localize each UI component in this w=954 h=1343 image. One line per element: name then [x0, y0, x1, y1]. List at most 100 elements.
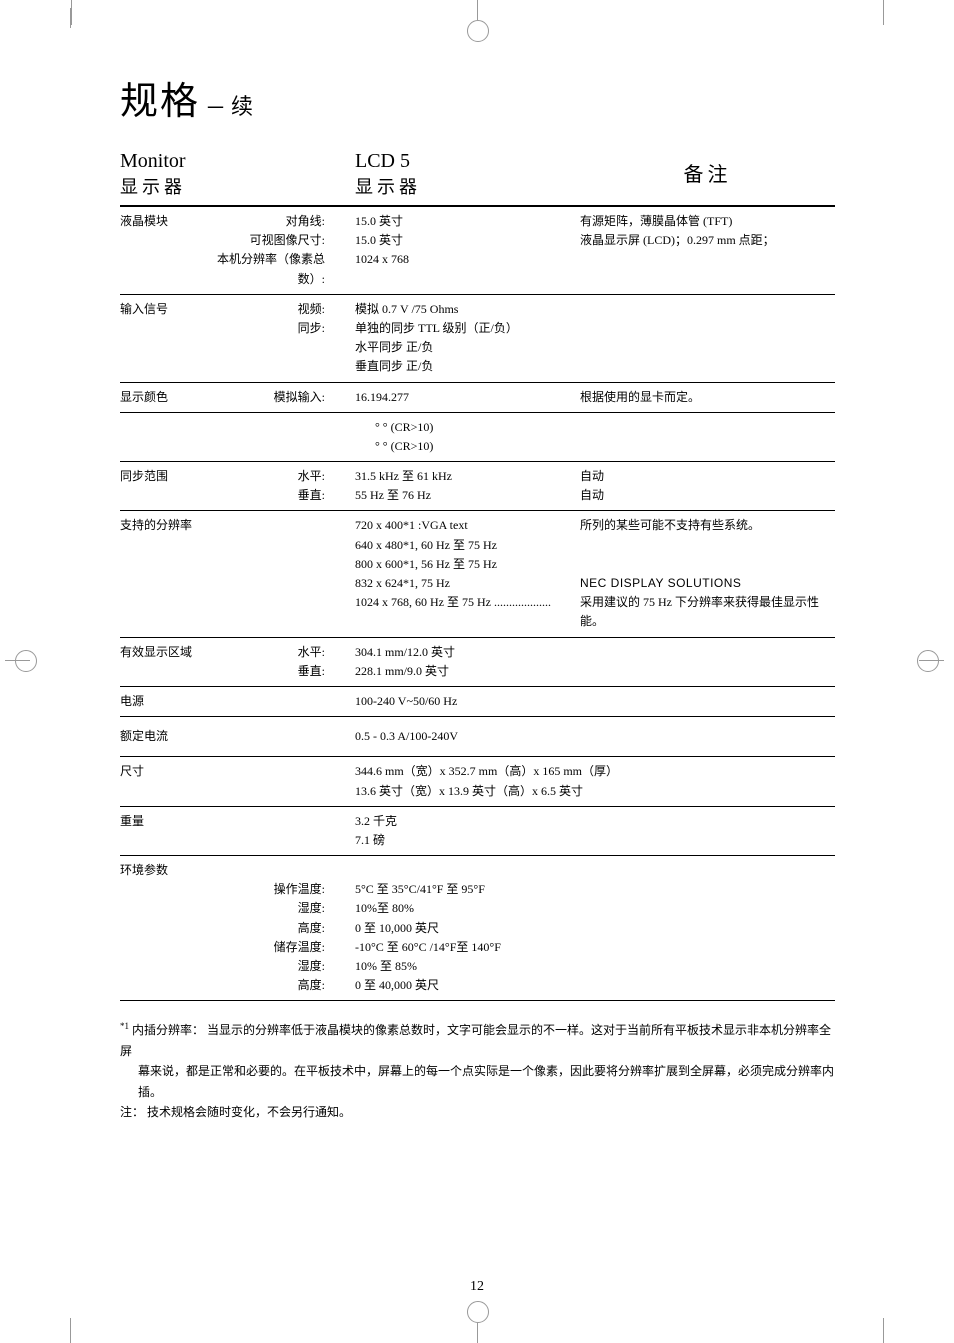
crop-mark-right [919, 645, 949, 675]
spec-value: -10°C 至 60°C /14°F至 140°F [355, 938, 580, 957]
table-header: Monitor 显示器 LCD 5 显示器 备注 [120, 150, 835, 207]
spec-label: 环境参数 [120, 861, 200, 995]
spec-value: 5°C 至 35°C/41°F 至 95°F [355, 880, 580, 899]
spec-row-supported-resolutions: 支持的分辨率 720 x 400*1 :VGA text 640 x 480*1… [120, 511, 835, 637]
spec-row-environment: 环境参数 操作温度: 湿度: 高度: 储存温度: 湿度: 高度: 5°C 至 3… [120, 856, 835, 1001]
spec-sublabel: 可视图像尺寸: [200, 231, 325, 250]
spec-label: 液晶模块 [120, 212, 200, 289]
spec-row-weight: 重量 3.2 千克 7.1 磅 [120, 807, 835, 856]
spec-value: 720 x 400*1 :VGA text [355, 516, 580, 535]
spec-note: 有源矩阵，薄膜晶体管 (TFT) [580, 212, 835, 231]
spec-value: 垂直同步 正/负 [355, 357, 580, 376]
spec-value: 模拟 0.7 V /75 Ohms [355, 300, 580, 319]
footnote-label: 内插分辨率： [132, 1023, 204, 1037]
corner-mark [70, 1315, 90, 1335]
spec-value: 10% 至 85% [355, 957, 580, 976]
spec-value: 55 Hz 至 76 Hz [355, 486, 580, 505]
spec-sublabel: 本机分辨率（像素总数）: [200, 250, 325, 288]
spec-row-rated-current: 额定电流 0.5 - 0.3 A/100-240V [120, 717, 835, 757]
spec-value: 1024 x 768 [355, 250, 580, 269]
spec-value: 344.6 mm（宽）x 352.7 mm（高）x 165 mm（厚） [355, 762, 815, 781]
page-content: 规格 – 续 Monitor 显示器 LCD 5 显示器 备注 液晶模块 对角线… [120, 70, 835, 1122]
spec-note: 液晶显示屏 (LCD)；0.297 mm 点距； [580, 231, 835, 250]
spec-value: 0 至 40,000 英尺 [355, 976, 580, 995]
spec-value: 3.2 千克 [355, 812, 580, 831]
spec-row-sync-range: 同步范围 水平: 垂直: 31.5 kHz 至 61 kHz 55 Hz 至 7… [120, 462, 835, 511]
spec-sublabel: 对角线: [200, 212, 325, 231]
spec-value: 640 x 480*1, 60 Hz 至 75 Hz [355, 536, 580, 555]
spec-sublabel: 模拟输入: [200, 388, 325, 407]
footnote-marker: *1 [120, 1021, 129, 1031]
crop-mark-top [462, 10, 492, 40]
spec-value: 10%至 80% [355, 899, 580, 918]
spec-sublabel: 垂直: [220, 662, 325, 681]
spec-label: 尺寸 [120, 762, 200, 800]
spec-note: 自动 [580, 486, 835, 505]
spec-note: 根据使用的显卡而定。 [580, 388, 835, 407]
corner-mark [864, 8, 884, 28]
spec-sublabel: 视频: [200, 300, 325, 319]
header-col2-line1: LCD 5 [355, 150, 580, 173]
footnotes: *1 内插分辨率： 当显示的分辨率低于液晶模块的像素总数时，文字可能会显示的不一… [120, 1019, 835, 1122]
spec-value: 单独的同步 TTL 级别（正/负） [355, 319, 580, 338]
corner-mark [864, 1315, 884, 1335]
page-number: 12 [470, 1279, 484, 1295]
spec-label: 有效显示区域 [120, 643, 220, 681]
spec-label: 电源 [120, 692, 200, 711]
spec-value: 7.1 磅 [355, 831, 580, 850]
spec-row-input-signal: 输入信号 视频: 同步: 模拟 0.7 V /75 Ohms 单独的同步 TTL… [120, 295, 835, 383]
spec-note: 所列的某些可能不支持有些系统。 [580, 516, 835, 535]
header-col1-line2: 显示器 [120, 173, 355, 199]
spec-value: 228.1 mm/9.0 英寸 [355, 662, 580, 681]
spec-sublabel: 储存温度: [200, 938, 325, 957]
spec-sublabel: 湿度: [200, 957, 325, 976]
spec-sublabel: 垂直: [200, 486, 325, 505]
spec-value: 1024 x 768, 60 Hz 至 75 Hz ..............… [355, 593, 580, 612]
spec-label: 显示颜色 [120, 388, 200, 407]
spec-value: 13.6 英寸（宽）x 13.9 英寸（高）x 6.5 英寸 [355, 782, 815, 801]
spec-sublabel: 水平: [200, 467, 325, 486]
spec-row-lcd-module: 液晶模块 对角线: 可视图像尺寸: 本机分辨率（像素总数）: 15.0 英寸 1… [120, 207, 835, 295]
header-col1-line1: Monitor [120, 150, 355, 173]
spec-value: 15.0 英寸 [355, 212, 580, 231]
spec-label: 输入信号 [120, 300, 200, 377]
spec-sublabel: 同步: [200, 319, 325, 338]
spec-value: 800 x 600*1, 56 Hz 至 75 Hz [355, 555, 580, 574]
spec-value: 0.5 - 0.3 A/100-240V [355, 727, 580, 746]
spec-value: 100-240 V~50/60 Hz [355, 692, 580, 711]
spec-label: 重量 [120, 812, 200, 850]
spec-value: 16.194.277 [355, 388, 580, 407]
spec-row-viewing-angle: ° ° (CR>10) ° ° (CR>10) [120, 413, 835, 462]
spec-value: ° ° (CR>10) [375, 437, 580, 456]
spec-row-power: 电源 100-240 V~50/60 Hz [120, 687, 835, 717]
spec-row-active-display-area: 有效显示区域 水平: 垂直: 304.1 mm/12.0 英寸 228.1 mm… [120, 638, 835, 687]
header-col3: 备注 [580, 150, 835, 187]
spec-sublabel: 高度: [200, 919, 325, 938]
spec-value: 0 至 10,000 英尺 [355, 919, 580, 938]
spec-value: 304.1 mm/12.0 英寸 [355, 643, 580, 662]
crop-mark-bottom [462, 1303, 492, 1333]
header-col2-line2: 显示器 [355, 173, 580, 199]
spec-note: 采用建议的 75 Hz 下分辨率来获得最佳显示性能。 [580, 593, 835, 631]
spec-value: 31.5 kHz 至 61 kHz [355, 467, 580, 486]
spec-value: 水平同步 正/负 [355, 338, 580, 357]
spec-row-dimensions: 尺寸 344.6 mm（宽）x 352.7 mm（高）x 165 mm（厚） 1… [120, 757, 835, 806]
spec-sublabel: 湿度: [200, 899, 325, 918]
spec-label: 同步范围 [120, 467, 200, 505]
spec-value: ° ° (CR>10) [375, 418, 580, 437]
spec-sublabel: 高度: [200, 976, 325, 995]
footnote-label: 注： [120, 1105, 144, 1119]
spec-note: 自动 [580, 467, 835, 486]
spec-sublabel: 水平: [220, 643, 325, 662]
footnote-text: 技术规格会随时变化，不会另行通知。 [147, 1105, 351, 1119]
title-main: 规格 [120, 70, 200, 125]
spec-sublabel: 操作温度: [200, 880, 325, 899]
crop-mark-left [5, 645, 35, 675]
spec-value: 15.0 英寸 [355, 231, 580, 250]
footnote-text: 幕来说，都是正常和必要的。在平板技术中，屏幕上的每一个点实际是一个像素，因此要将… [120, 1061, 835, 1102]
page-title-row: 规格 – 续 [120, 70, 835, 125]
title-dash: – [208, 88, 223, 122]
title-sub: 续 [231, 89, 253, 121]
spec-row-display-color: 显示颜色 模拟输入: 16.194.277 根据使用的显卡而定。 [120, 383, 835, 413]
spec-label: 额定电流 [120, 727, 200, 746]
